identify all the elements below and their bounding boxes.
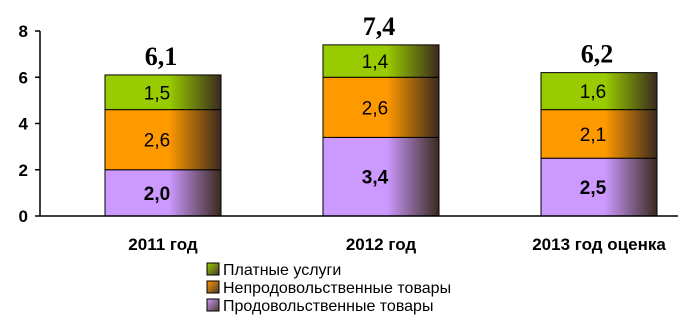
data-label: 1,6 [580,82,606,103]
category-label: 2012 год [346,235,417,254]
legend-label: Непродовольственные товары [223,280,451,297]
data-labels: 2,0 2,6 1,5 6,1 3,4 2,6 1,4 7,4 2,5 2,1 1,6 6,2 [144,12,613,205]
legend-swatch [206,280,220,294]
data-label: 3,4 [362,168,389,189]
bars [104,44,658,217]
legend-swatch [206,262,220,276]
y-tick-label: 2 [19,161,28,180]
data-label: 1,5 [144,83,170,104]
total-label: 6,1 [145,42,178,71]
legend-label: Платные услуги [223,262,341,279]
bar-segment [104,74,222,111]
total-label: 6,2 [581,40,614,69]
y-tick-label: 4 [19,115,29,134]
bar-segment [540,72,658,111]
bar-segment [322,44,440,78]
x-axis: 2011 год 2012 год 2013 год оценка [40,215,678,254]
legend-label: Продовольственные товары [223,298,433,315]
y-tick-label: 6 [19,68,28,87]
y-tick-label: 0 [19,207,28,226]
data-label: 2,6 [362,98,388,119]
bar-segment [540,109,658,159]
bar-segment [104,109,222,171]
bar-segment [322,76,440,138]
y-tick-label: 8 [19,22,28,41]
data-label: 2,1 [580,125,606,146]
bar-segment [540,157,658,217]
category-label: 2011 год [128,235,198,254]
y-axis: 0 2 4 6 8 [19,22,41,226]
data-label: 1,4 [362,52,389,73]
category-label: 2013 год оценка [532,235,666,254]
data-label: 2,0 [144,184,170,205]
total-label: 7,4 [363,12,396,41]
legend-swatch [206,298,220,312]
data-label: 2,6 [144,131,170,152]
data-label: 2,5 [580,178,607,199]
